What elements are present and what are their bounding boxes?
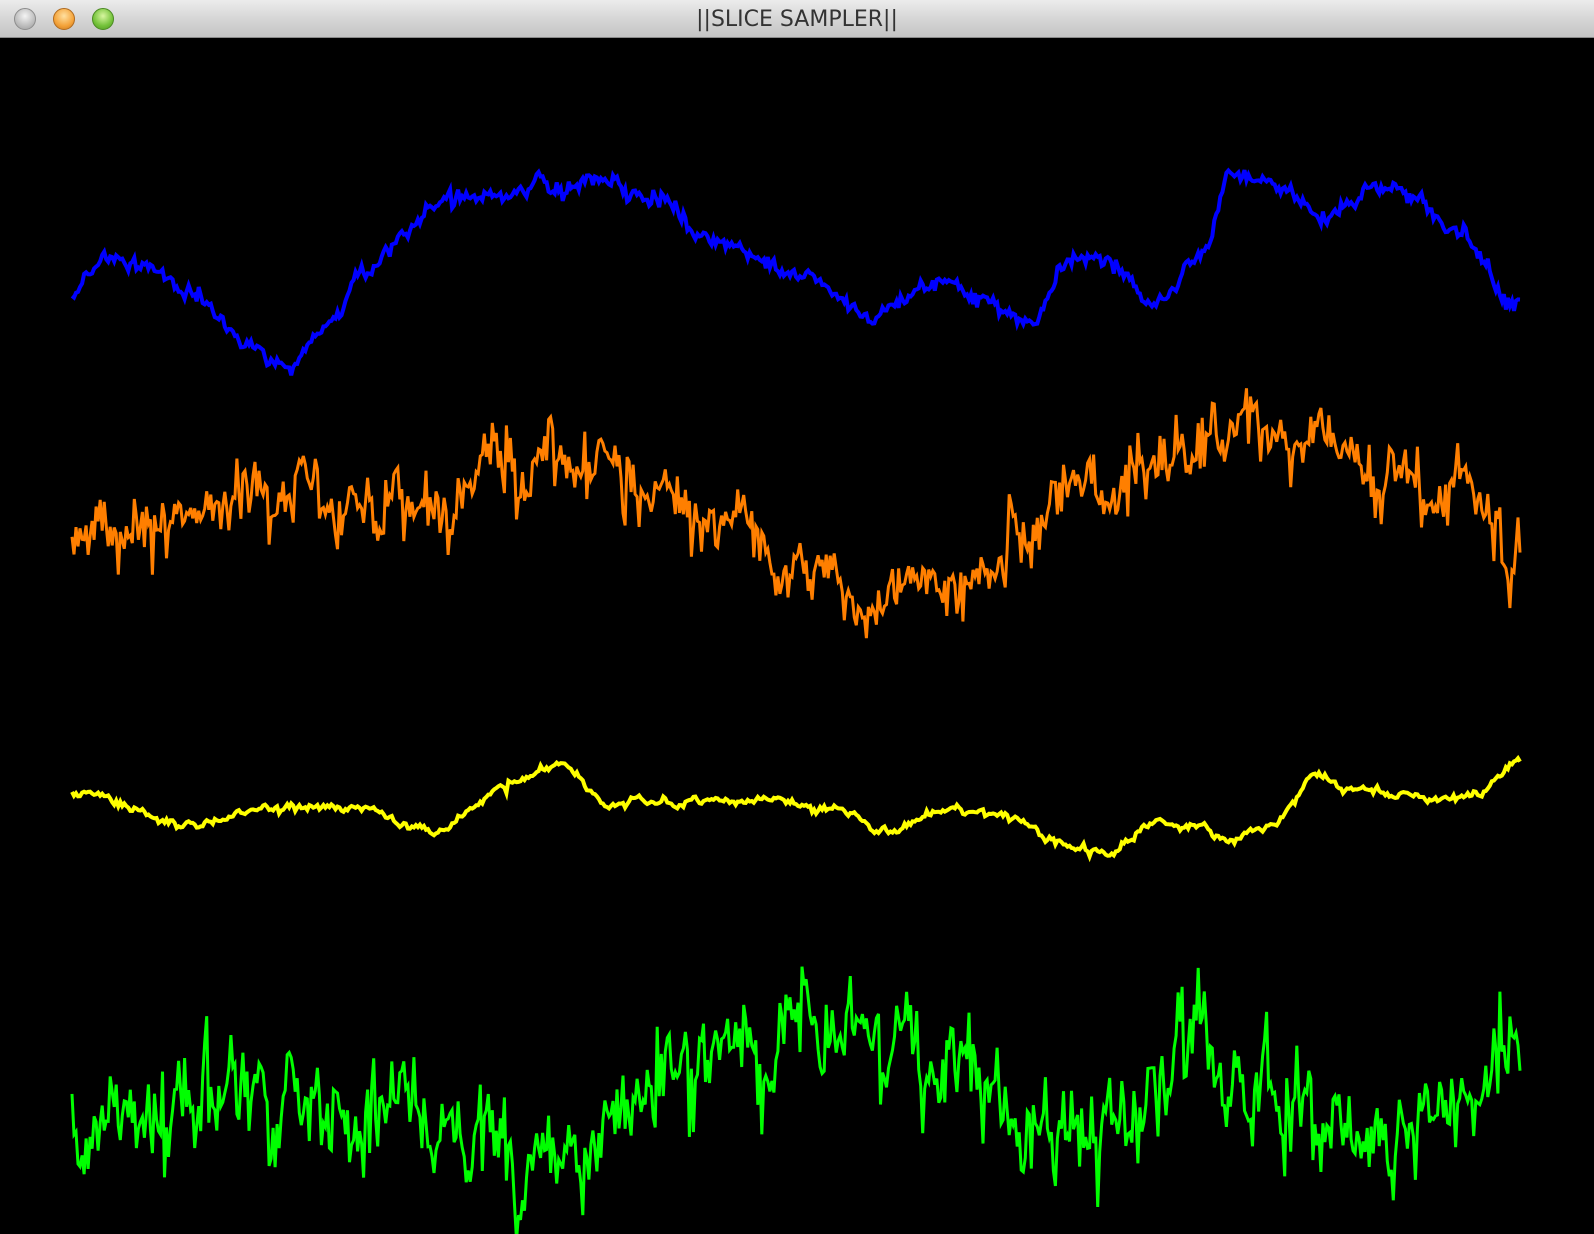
minimize-button[interactable] <box>53 8 75 30</box>
plot-canvas <box>0 38 1594 1234</box>
sample-trace-1 <box>70 167 1521 376</box>
close-button[interactable] <box>14 8 36 30</box>
title-bar[interactable]: ||SLICE SAMPLER|| <box>0 0 1594 38</box>
sample-trace-2 <box>70 388 1522 639</box>
sample-trace-3 <box>70 754 1522 863</box>
zoom-button[interactable] <box>92 8 114 30</box>
trace-plot <box>70 167 1522 1234</box>
sample-trace-4 <box>70 966 1522 1234</box>
window-title: ||SLICE SAMPLER|| <box>696 7 898 32</box>
